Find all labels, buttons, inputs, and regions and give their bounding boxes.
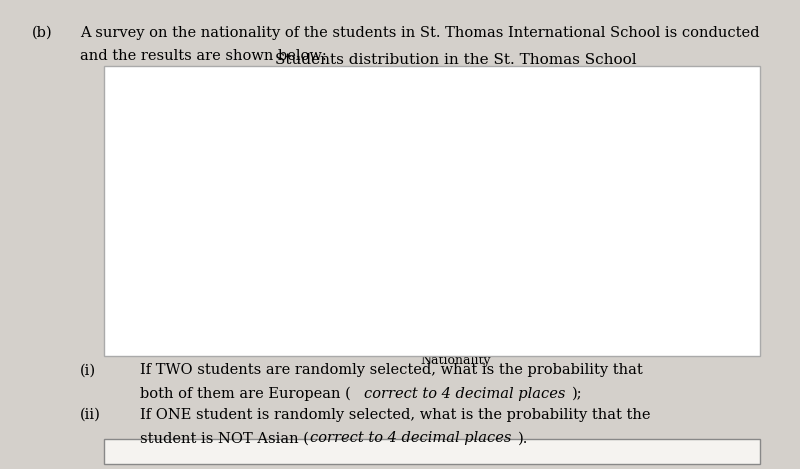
- Text: (ii): (ii): [80, 408, 101, 422]
- Bar: [654, 307, 710, 331]
- Y-axis label: Number of students: Number of students: [131, 140, 144, 266]
- Text: (i): (i): [80, 363, 96, 378]
- Bar: [352, 225, 410, 331]
- Text: and the results are shown below:: and the results are shown below:: [80, 49, 326, 63]
- Text: 110: 110: [370, 212, 391, 222]
- Text: If ONE student is randomly selected, what is the probability that the: If ONE student is randomly selected, wha…: [140, 408, 650, 422]
- Text: (b): (b): [32, 26, 53, 40]
- X-axis label: Nationality: Nationality: [421, 354, 491, 367]
- Text: 230: 230: [219, 96, 241, 106]
- Text: A survey on the nationality of the students in St. Thomas International School i: A survey on the nationality of the stude…: [80, 26, 759, 40]
- Text: both of them are European (: both of them are European (: [140, 387, 350, 401]
- Bar: [202, 109, 258, 331]
- Text: );: );: [572, 387, 582, 401]
- Bar: [502, 249, 560, 331]
- Text: If TWO students are randomly selected, what is the probability that: If TWO students are randomly selected, w…: [140, 363, 642, 378]
- Text: 85: 85: [524, 236, 538, 246]
- Text: 25: 25: [675, 294, 689, 303]
- Text: correct to 4 decimal places: correct to 4 decimal places: [364, 387, 566, 401]
- Text: correct to 4 decimal places: correct to 4 decimal places: [310, 431, 512, 446]
- Text: ).: ).: [518, 431, 529, 446]
- Text: student is NOT Asian (: student is NOT Asian (: [140, 431, 309, 446]
- Title: Students distribution in the St. Thomas School: Students distribution in the St. Thomas …: [275, 53, 637, 67]
